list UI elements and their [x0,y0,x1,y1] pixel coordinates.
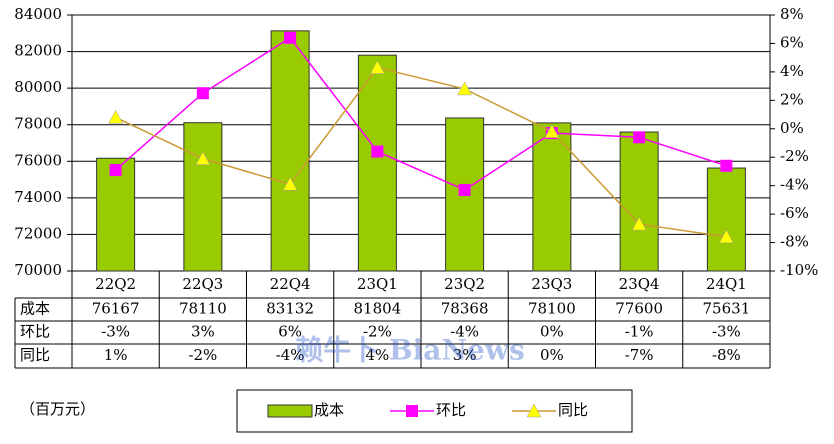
bar [96,157,136,272]
table-cell: 78110 [179,300,227,318]
y2-tick-label: -6% [780,204,809,222]
legend-label: 环比 [436,401,466,419]
table-cell: 3% [453,346,477,364]
watermark: 赖牛卜 BiaNews [295,334,524,367]
table-cell: 1% [104,346,128,364]
marker [109,164,122,177]
marker [718,229,734,244]
table-cell: -4% [276,346,305,364]
marker [458,183,471,196]
marker [108,109,124,124]
marker [631,216,647,231]
y2-tick-label: -4% [780,176,809,194]
table-cell: 78368 [441,300,489,318]
legend-label: 同比 [558,401,588,419]
table-cell: 78100 [528,300,576,318]
y2-tick-label: 8% [780,5,804,23]
marker [720,159,733,172]
marker [369,60,385,74]
x-tick-label: 23Q4 [619,275,660,293]
table-cell: 81804 [354,300,402,318]
y2-tick-label: -2% [780,147,809,165]
y2-tick-label: 2% [780,90,804,108]
table-cell: 76167 [92,300,140,318]
x-tick-label: 24Q1 [706,275,747,293]
line [115,36,727,191]
y-tick-label: 78000 [14,115,62,133]
table-cell: 75631 [703,300,751,318]
legend-box [236,389,633,433]
table-cell: 3% [191,323,215,341]
bar [357,54,397,272]
y2-tick-label: -8% [780,233,809,251]
y-tick-label: 80000 [14,78,62,96]
y2-tick-label: 0% [780,119,804,137]
bar [270,30,310,272]
marker [633,131,646,144]
marker [196,87,209,100]
legend-swatch [267,404,313,418]
table-cell: -3% [101,323,130,341]
y2-tick-label: -10% [780,261,818,279]
x-tick-label: 22Q2 [95,275,136,293]
table-cell: -3% [712,323,741,341]
x-tick-label: 23Q2 [444,275,485,293]
table-cell: 83132 [266,300,314,318]
table-cell: 0% [540,346,564,364]
marker [457,81,473,96]
row-label: 成本 [20,300,50,318]
y-tick-label: 82000 [14,42,62,60]
table-cell: -1% [625,323,654,341]
line [115,66,727,238]
x-tick-label: 22Q4 [270,275,311,293]
x-tick-label: 23Q1 [357,275,398,293]
unit-note: （百万元） [20,400,95,418]
marker [282,176,298,191]
legend-marker [526,403,542,418]
legend-marker [406,405,418,417]
table-cell: -4% [450,323,479,341]
y-tick-label: 84000 [14,5,62,23]
marker [371,145,384,158]
y-tick-label: 70000 [14,261,62,279]
y-tick-label: 72000 [14,224,62,242]
table-cell: 6% [278,323,302,341]
marker [284,31,297,44]
table-cell: -8% [712,346,741,364]
bar [532,122,572,272]
bar [183,122,223,272]
marker [544,124,560,138]
table-cell: 4% [365,346,389,364]
bar [619,131,659,272]
marker [195,151,211,165]
bar [706,167,746,272]
row-label: 环比 [20,323,50,341]
table-cell: -2% [363,323,392,341]
table-cell: -2% [188,346,217,364]
x-tick-label: 23Q3 [531,275,572,293]
y2-tick-label: 4% [780,62,804,80]
y-tick-label: 74000 [14,188,62,206]
legend-label: 成本 [314,401,344,419]
table-cell: 77600 [615,300,663,318]
row-label: 同比 [20,346,50,364]
x-tick-label: 22Q3 [182,275,223,293]
y-tick-label: 76000 [14,151,62,169]
table-cell: 0% [540,323,564,341]
y2-tick-label: 6% [780,33,804,51]
table-cell: -7% [625,346,654,364]
